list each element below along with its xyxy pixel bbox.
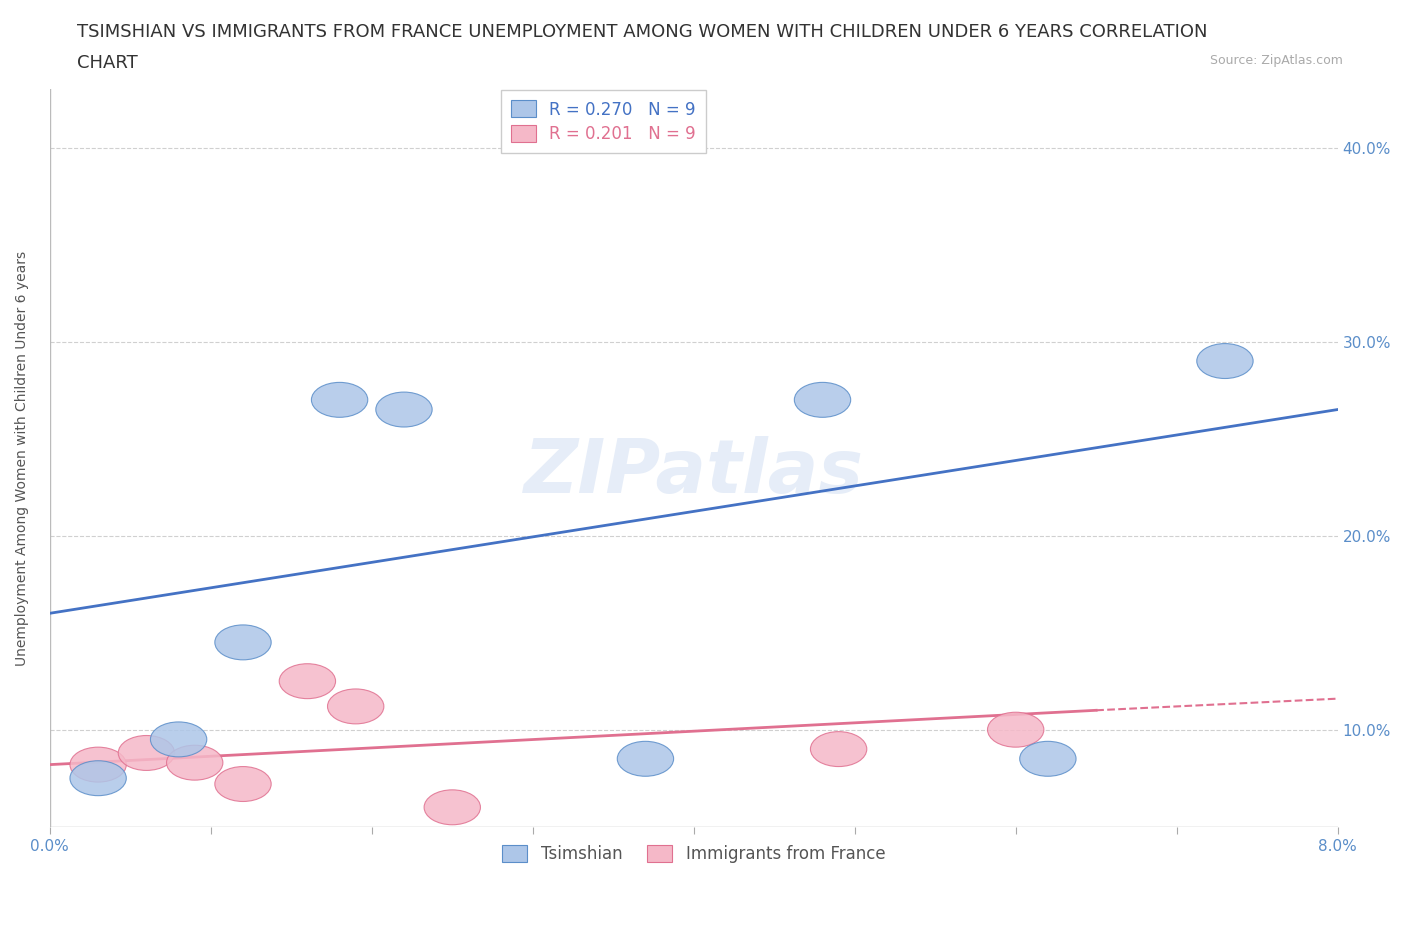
Legend: Tsimshian, Immigrants from France: Tsimshian, Immigrants from France <box>495 839 891 870</box>
Ellipse shape <box>1197 343 1253 379</box>
Ellipse shape <box>280 664 336 698</box>
Ellipse shape <box>311 382 368 418</box>
Ellipse shape <box>328 689 384 724</box>
Text: ZIPatlas: ZIPatlas <box>524 436 863 510</box>
Ellipse shape <box>375 392 432 427</box>
Text: TSIMSHIAN VS IMMIGRANTS FROM FRANCE UNEMPLOYMENT AMONG WOMEN WITH CHILDREN UNDER: TSIMSHIAN VS IMMIGRANTS FROM FRANCE UNEM… <box>77 23 1208 41</box>
Ellipse shape <box>617 741 673 777</box>
Ellipse shape <box>794 382 851 418</box>
Ellipse shape <box>215 625 271 660</box>
Ellipse shape <box>987 712 1043 747</box>
Ellipse shape <box>150 722 207 757</box>
Ellipse shape <box>810 732 866 766</box>
Ellipse shape <box>425 790 481 825</box>
Ellipse shape <box>215 766 271 802</box>
Ellipse shape <box>1019 741 1076 777</box>
Ellipse shape <box>70 761 127 796</box>
Y-axis label: Unemployment Among Women with Children Under 6 years: Unemployment Among Women with Children U… <box>15 250 30 666</box>
Text: CHART: CHART <box>77 54 138 72</box>
Ellipse shape <box>166 745 224 780</box>
Text: Source: ZipAtlas.com: Source: ZipAtlas.com <box>1209 54 1343 67</box>
Ellipse shape <box>118 736 174 770</box>
Ellipse shape <box>70 747 127 782</box>
